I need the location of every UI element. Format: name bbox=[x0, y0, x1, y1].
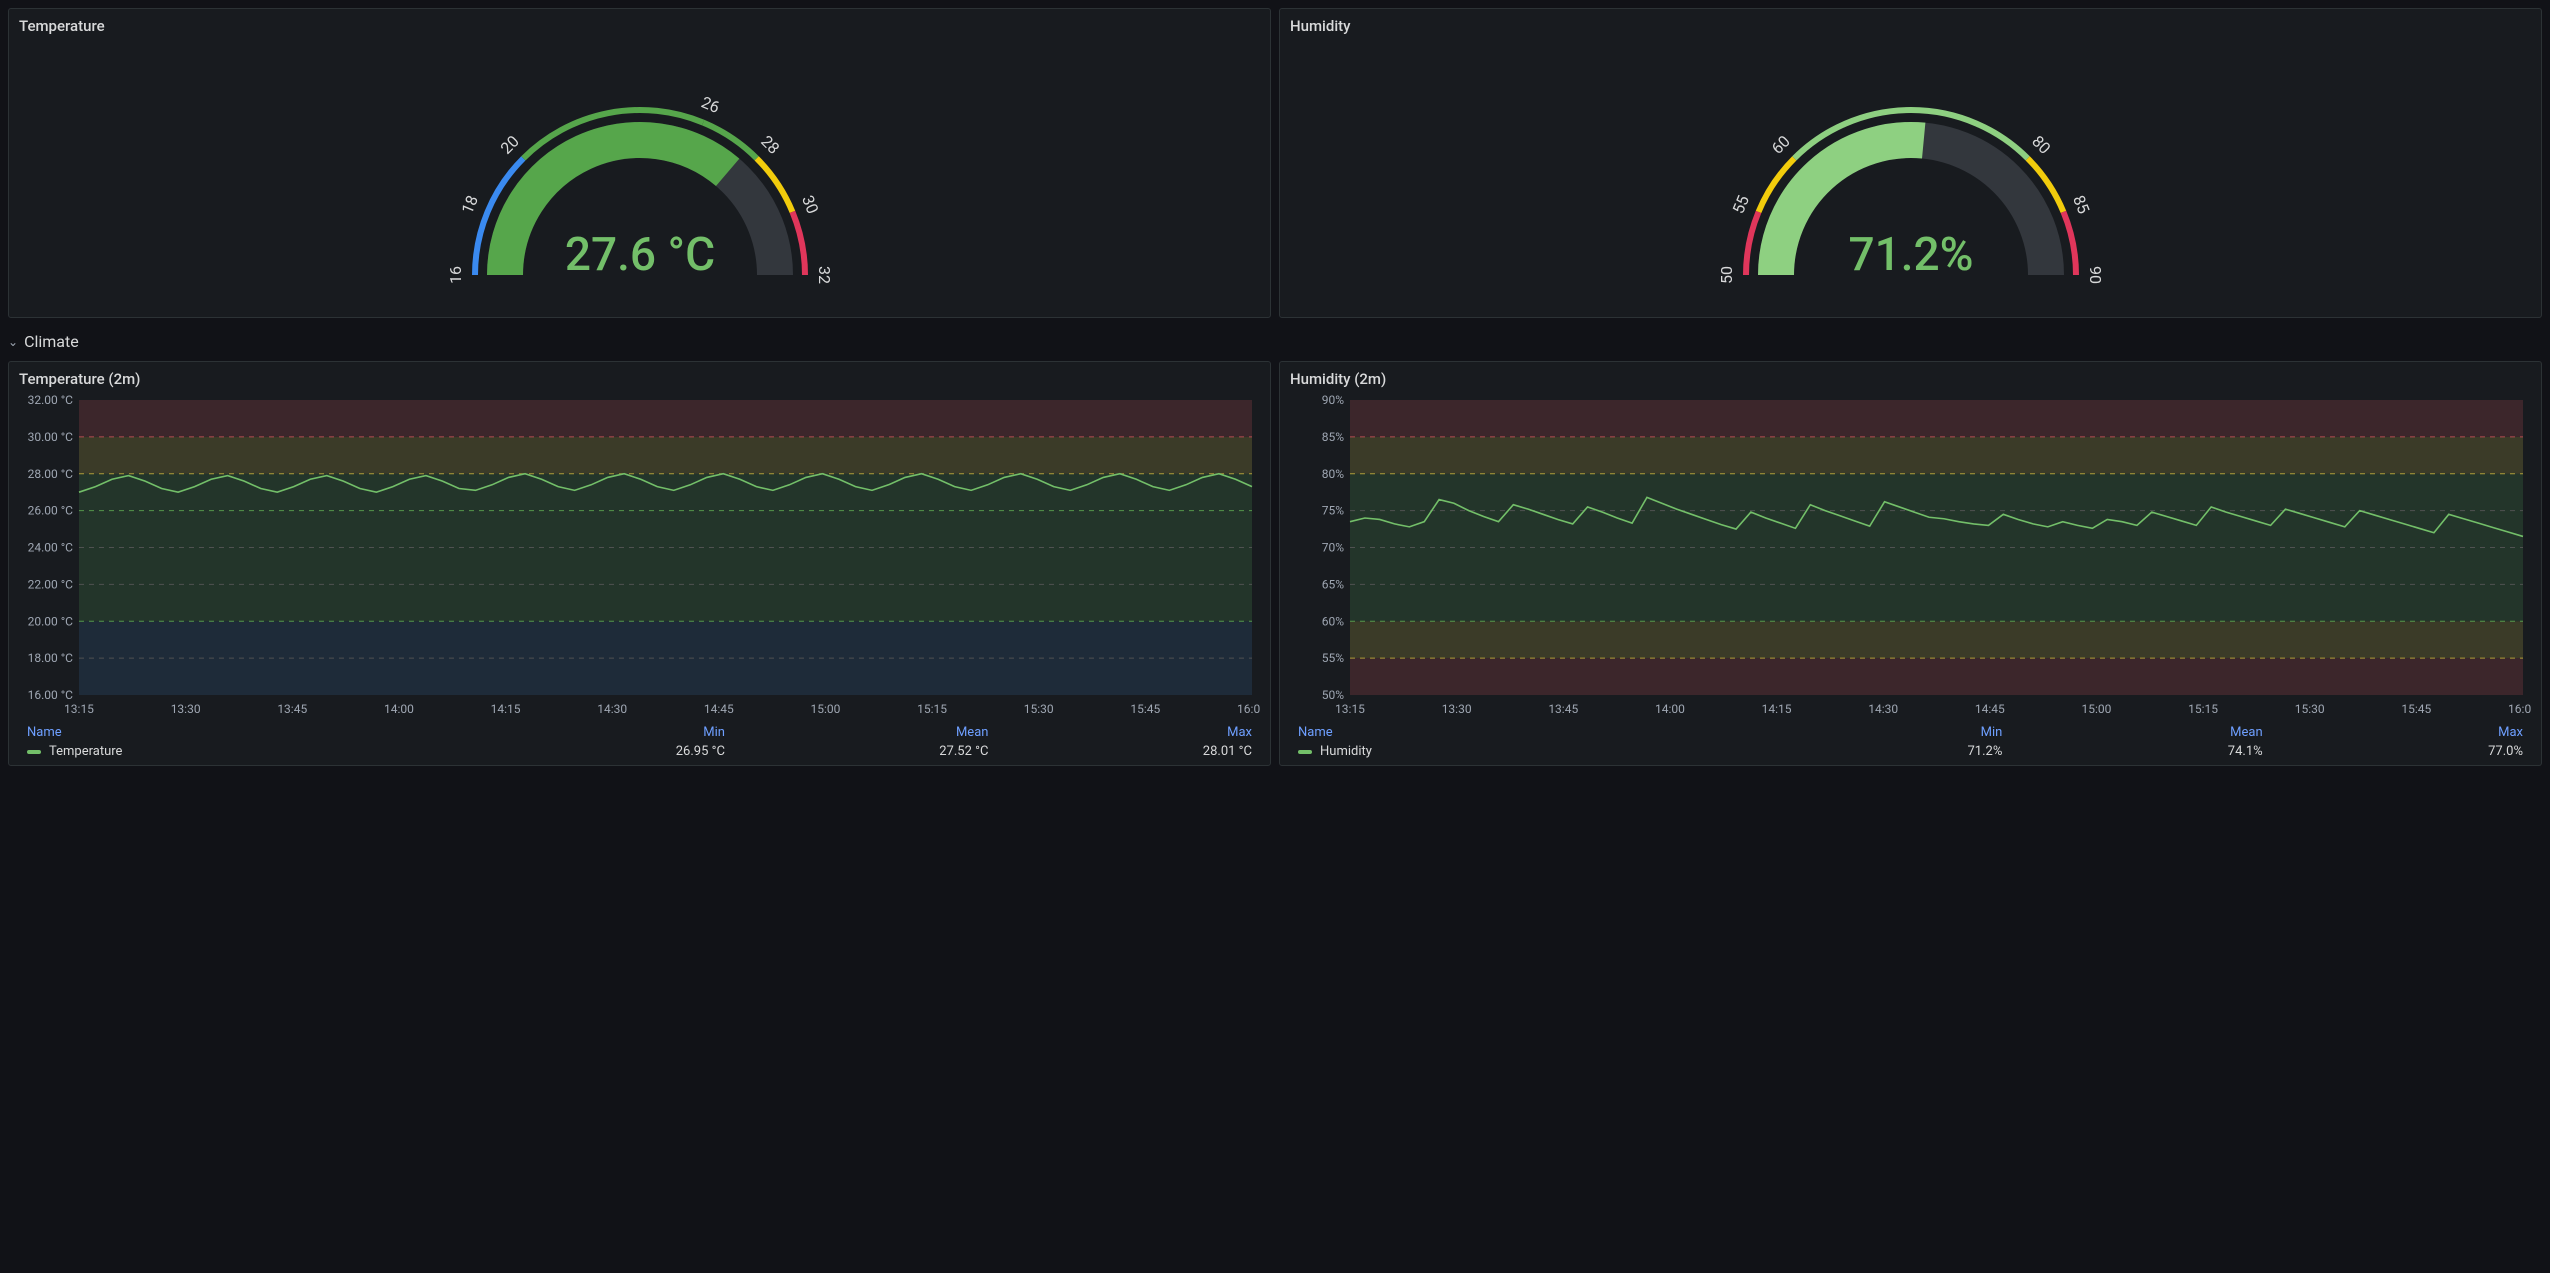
svg-text:24.00 °C: 24.00 °C bbox=[28, 541, 74, 555]
svg-text:15:45: 15:45 bbox=[1130, 702, 1160, 716]
svg-text:30: 30 bbox=[798, 193, 822, 217]
dashboard-grid: Temperature 16 18 20 26 28 30 32 27.6 °C Humidi… bbox=[8, 8, 2542, 766]
legend-header-max[interactable]: Max bbox=[2271, 723, 2531, 742]
svg-text:26: 26 bbox=[698, 93, 722, 117]
legend-table: Name Min Mean Max Temperature 26.95 °C 2… bbox=[19, 723, 1260, 761]
svg-text:14:30: 14:30 bbox=[1868, 702, 1898, 716]
svg-text:28.00 °C: 28.00 °C bbox=[28, 467, 74, 481]
svg-text:16:00: 16:00 bbox=[1237, 702, 1260, 716]
svg-text:13:30: 13:30 bbox=[171, 702, 201, 716]
legend-header-mean[interactable]: Mean bbox=[2010, 723, 2270, 742]
chevron-down-icon: ⌄ bbox=[8, 335, 18, 349]
svg-text:60%: 60% bbox=[1322, 614, 1344, 628]
panel-temperature-gauge[interactable]: Temperature 16 18 20 26 28 30 32 27.6 °C bbox=[8, 8, 1271, 318]
svg-text:90%: 90% bbox=[1322, 393, 1344, 407]
svg-text:14:45: 14:45 bbox=[704, 702, 734, 716]
svg-text:28: 28 bbox=[757, 132, 783, 158]
panel-temperature-timeseries[interactable]: Temperature (2m) 16.00 °C 18.00 °C 20.00 °… bbox=[8, 361, 1271, 766]
panel-humidity-timeseries[interactable]: Humidity (2m) 50% 55% 60% 65% 70% 75% 80% 85% 90… bbox=[1279, 361, 2542, 766]
svg-text:55%: 55% bbox=[1322, 651, 1344, 665]
svg-text:15:00: 15:00 bbox=[2082, 702, 2112, 716]
row-header-climate[interactable]: ⌄ Climate bbox=[8, 326, 2542, 353]
panel-title: Humidity bbox=[1290, 17, 2531, 35]
svg-text:16.00 °C: 16.00 °C bbox=[28, 688, 74, 702]
legend-header-mean[interactable]: Mean bbox=[733, 723, 997, 742]
svg-text:70%: 70% bbox=[1322, 541, 1344, 555]
svg-text:13:15: 13:15 bbox=[1335, 702, 1365, 716]
svg-text:85%: 85% bbox=[1322, 430, 1344, 444]
svg-text:80: 80 bbox=[2028, 132, 2054, 158]
panel-humidity-gauge[interactable]: Humidity 50 55 60 80 85 90 71.2% bbox=[1279, 8, 2542, 318]
svg-text:55: 55 bbox=[1728, 193, 1752, 217]
svg-text:16:00: 16:00 bbox=[2508, 702, 2531, 716]
series-min: 71.2% bbox=[1750, 742, 2010, 761]
svg-text:20: 20 bbox=[496, 132, 522, 158]
svg-text:85: 85 bbox=[2069, 193, 2093, 217]
svg-text:26.00 °C: 26.00 °C bbox=[28, 504, 74, 518]
svg-text:15:00: 15:00 bbox=[811, 702, 841, 716]
legend-header-min[interactable]: Min bbox=[1750, 723, 2010, 742]
chart-area: 16.00 °C 18.00 °C 20.00 °C 22.00 °C 24.00 °C… bbox=[19, 392, 1260, 719]
svg-text:16: 16 bbox=[446, 266, 465, 284]
legend-header-min[interactable]: Min bbox=[469, 723, 733, 742]
svg-text:14:15: 14:15 bbox=[1762, 702, 1792, 716]
legend-header-name[interactable]: Name bbox=[19, 723, 469, 742]
svg-text:27.6 °C: 27.6 °C bbox=[564, 228, 714, 282]
legend-swatch bbox=[1298, 750, 1312, 754]
svg-text:13:15: 13:15 bbox=[64, 702, 94, 716]
svg-text:50: 50 bbox=[1717, 266, 1736, 284]
svg-text:80%: 80% bbox=[1322, 467, 1344, 481]
panel-title: Temperature bbox=[19, 17, 1260, 35]
svg-text:15:30: 15:30 bbox=[1024, 702, 1054, 716]
legend-header-max[interactable]: Max bbox=[996, 723, 1260, 742]
svg-text:18: 18 bbox=[457, 193, 481, 217]
panel-title: Temperature (2m) bbox=[19, 370, 1260, 388]
svg-text:22.00 °C: 22.00 °C bbox=[28, 577, 74, 591]
svg-text:15:15: 15:15 bbox=[2188, 702, 2218, 716]
svg-text:75%: 75% bbox=[1322, 504, 1344, 518]
series-min: 26.95 °C bbox=[469, 742, 733, 761]
svg-text:15:15: 15:15 bbox=[917, 702, 947, 716]
svg-text:14:30: 14:30 bbox=[597, 702, 627, 716]
svg-text:14:00: 14:00 bbox=[384, 702, 414, 716]
legend-table: Name Min Mean Max Humidity 71.2% 74.1% 7… bbox=[1290, 723, 2531, 761]
svg-text:18.00 °C: 18.00 °C bbox=[28, 651, 74, 665]
svg-text:71.2%: 71.2% bbox=[1848, 228, 1973, 282]
panel-title: Humidity (2m) bbox=[1290, 370, 2531, 388]
svg-text:50%: 50% bbox=[1322, 688, 1344, 702]
series-max: 28.01 °C bbox=[996, 742, 1260, 761]
svg-text:15:45: 15:45 bbox=[2401, 702, 2431, 716]
humidity-gauge-svg: 50 55 60 80 85 90 71.2% bbox=[1691, 45, 2131, 305]
svg-text:65%: 65% bbox=[1322, 577, 1344, 591]
svg-text:90: 90 bbox=[2085, 266, 2104, 284]
gauge-container: 50 55 60 80 85 90 71.2% bbox=[1290, 39, 2531, 311]
svg-text:30.00 °C: 30.00 °C bbox=[28, 430, 74, 444]
legend-row[interactable]: Humidity 71.2% 74.1% 77.0% bbox=[1290, 742, 2531, 761]
legend-header-name[interactable]: Name bbox=[1290, 723, 1750, 742]
svg-text:13:30: 13:30 bbox=[1442, 702, 1472, 716]
temperature-chart-svg: 16.00 °C 18.00 °C 20.00 °C 22.00 °C 24.00 °C… bbox=[19, 392, 1260, 719]
legend-swatch bbox=[27, 750, 41, 754]
series-max: 77.0% bbox=[2271, 742, 2531, 761]
humidity-chart-svg: 50% 55% 60% 65% 70% 75% 80% 85% 90% 13:15 13:30 13:… bbox=[1290, 392, 2531, 719]
svg-text:32: 32 bbox=[814, 266, 833, 284]
series-name: Humidity bbox=[1320, 744, 1372, 759]
gauge-container: 16 18 20 26 28 30 32 27.6 °C bbox=[19, 39, 1260, 311]
svg-text:20.00 °C: 20.00 °C bbox=[28, 614, 74, 628]
svg-text:13:45: 13:45 bbox=[1548, 702, 1578, 716]
svg-text:14:00: 14:00 bbox=[1655, 702, 1685, 716]
svg-text:14:45: 14:45 bbox=[1975, 702, 2005, 716]
svg-text:15:30: 15:30 bbox=[2295, 702, 2325, 716]
legend-row[interactable]: Temperature 26.95 °C 27.52 °C 28.01 °C bbox=[19, 742, 1260, 761]
svg-text:60: 60 bbox=[1767, 132, 1793, 158]
series-mean: 74.1% bbox=[2010, 742, 2270, 761]
svg-text:14:15: 14:15 bbox=[491, 702, 521, 716]
series-mean: 27.52 °C bbox=[733, 742, 997, 761]
svg-text:13:45: 13:45 bbox=[277, 702, 307, 716]
temperature-gauge-svg: 16 18 20 26 28 30 32 27.6 °C bbox=[420, 45, 860, 305]
row-title: Climate bbox=[24, 332, 79, 351]
svg-text:32.00 °C: 32.00 °C bbox=[28, 393, 74, 407]
chart-area: 50% 55% 60% 65% 70% 75% 80% 85% 90% 13:15 13:30 13:… bbox=[1290, 392, 2531, 719]
series-name: Temperature bbox=[49, 744, 122, 759]
